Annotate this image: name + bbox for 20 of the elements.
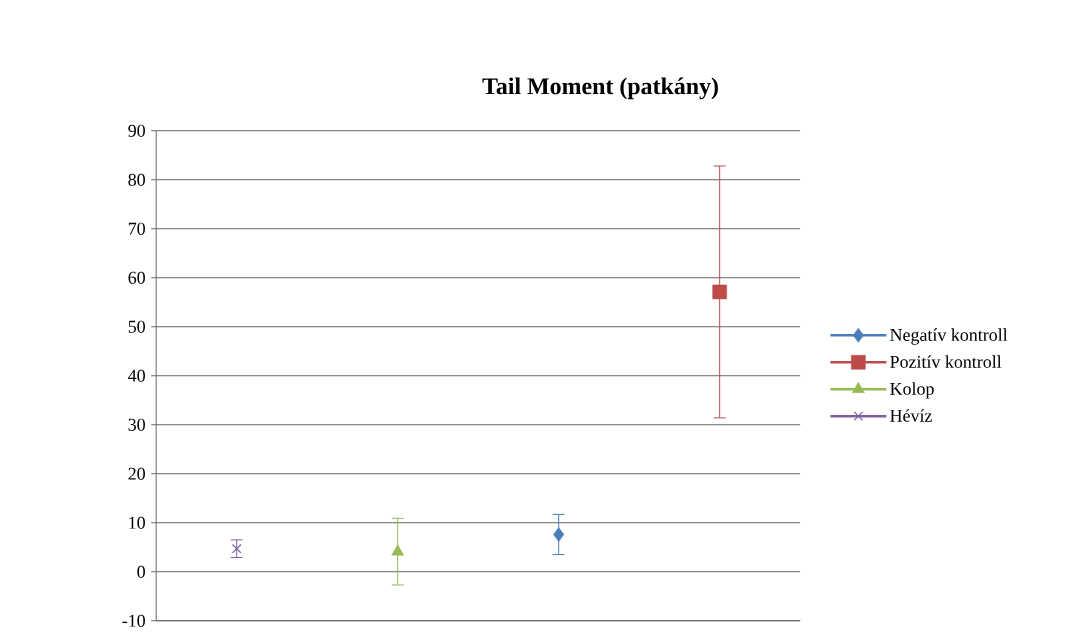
y-tick-label: 50	[128, 320, 145, 333]
y-tick-label: 10	[129, 516, 145, 529]
legend-label: Kolop	[890, 382, 934, 399]
y-tick-label: 70	[128, 222, 145, 235]
point	[391, 544, 404, 556]
y-tick-label: 80	[128, 173, 145, 186]
y-tick-label: 20	[128, 467, 145, 480]
legend-label: Hévíz	[890, 409, 932, 422]
y-tick-label: 60	[128, 271, 145, 284]
legend-label: Pozitív kontroll	[890, 355, 1002, 368]
point	[712, 284, 727, 300]
legend-label: Negatív kontroll	[890, 328, 1008, 345]
y-tick-label: -10	[122, 614, 145, 627]
y-tick-label: 0	[137, 565, 145, 578]
y-tick-label: 30	[128, 418, 145, 431]
chart-title: Tail Moment (patkány)	[482, 77, 718, 100]
point	[231, 543, 242, 554]
y-tick-label: 40	[128, 369, 145, 382]
y-tick-label: 90	[128, 124, 145, 137]
point	[553, 527, 565, 542]
